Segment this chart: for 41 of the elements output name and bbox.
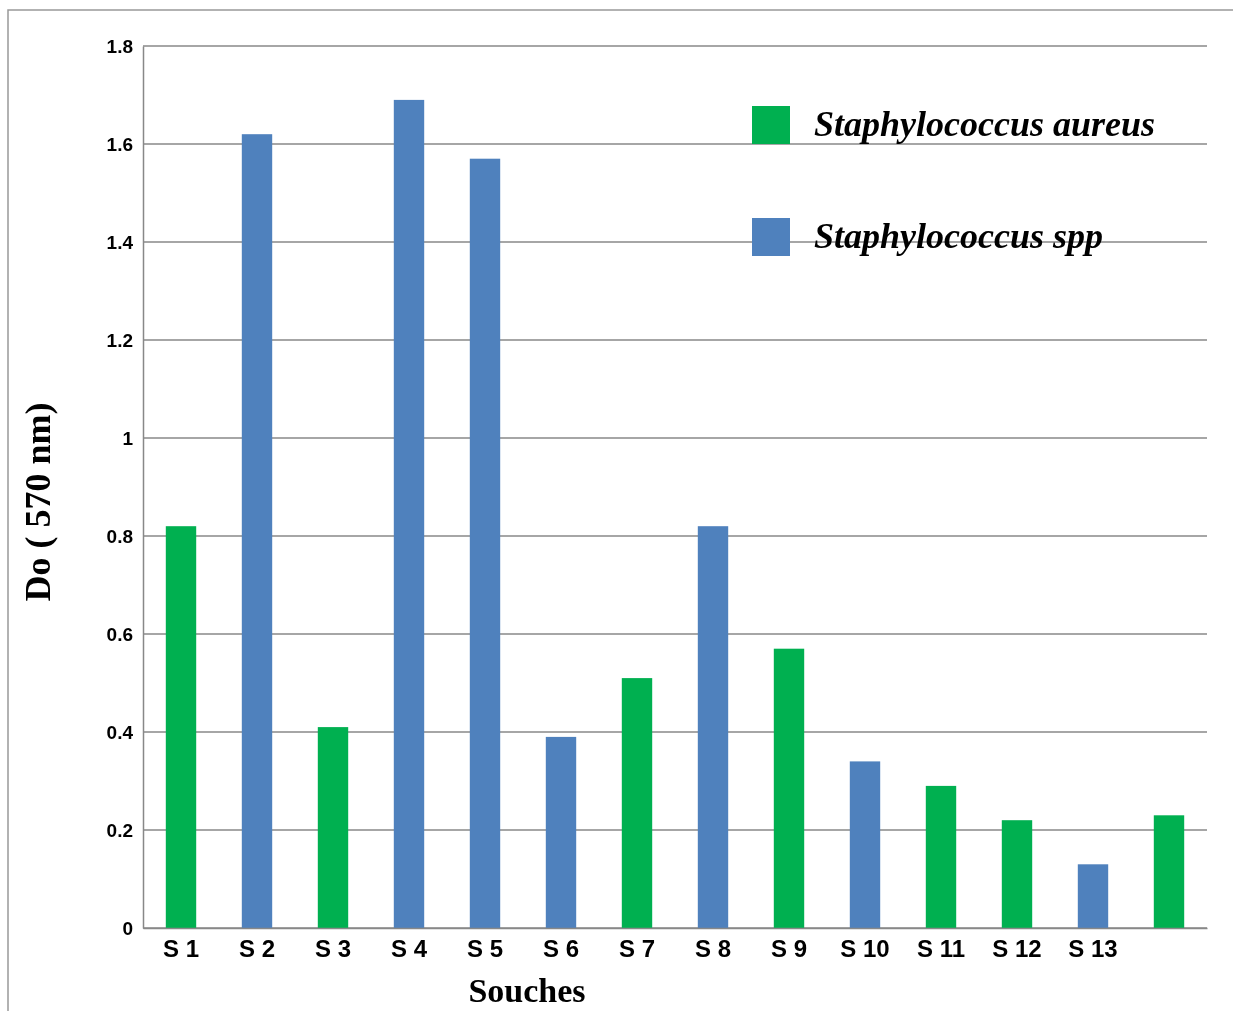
x-tick-label: S 13 [1068, 935, 1118, 963]
bar [1077, 864, 1109, 928]
y-tick-label: 0 [122, 917, 133, 939]
x-tick-label: S 6 [542, 935, 580, 963]
bar [1153, 815, 1185, 928]
y-tick-label: 1.6 [106, 133, 133, 155]
bar [241, 134, 273, 928]
legend-label: Staphylococcus spp [814, 216, 1104, 256]
bar [1001, 820, 1033, 928]
y-tick-label: 1.8 [106, 35, 133, 57]
x-tick-label: S 1 [162, 935, 200, 963]
y-tick-label: 1.2 [106, 329, 133, 351]
bar [925, 785, 957, 928]
x-tick-label: S 3 [314, 935, 352, 963]
bar [849, 761, 881, 928]
x-tick-label: S 9 [770, 935, 808, 963]
x-tick-label: S 5 [466, 935, 504, 963]
x-tick-label: S 4 [390, 935, 428, 963]
x-tick-label: S 11 [916, 935, 966, 963]
bar [393, 99, 425, 928]
bar [545, 736, 577, 928]
x-tick-label: S 8 [694, 935, 732, 963]
y-tick-label: 0.8 [106, 525, 133, 547]
legend-label: Staphylococcus aureus [814, 104, 1156, 144]
bar [773, 648, 805, 928]
x-tick-label: S 7 [618, 935, 656, 963]
bar [621, 678, 653, 928]
bar [697, 526, 729, 928]
y-tick-label: 1.4 [106, 231, 134, 253]
y-axis-title: Do ( 570 nm) [18, 402, 58, 602]
y-tick-label: 0.4 [106, 721, 134, 743]
bar [317, 727, 349, 928]
y-tick-label: 1 [122, 427, 134, 449]
x-tick-label: S 10 [840, 935, 890, 963]
bar [469, 158, 501, 928]
x-tick-label: S 12 [992, 935, 1042, 963]
x-axis-title: Souches [468, 972, 586, 1009]
x-tick-label: S 2 [238, 935, 276, 963]
y-tick-label: 0.6 [106, 623, 133, 645]
bar [165, 526, 197, 928]
y-tick-label: 0.2 [106, 819, 133, 841]
